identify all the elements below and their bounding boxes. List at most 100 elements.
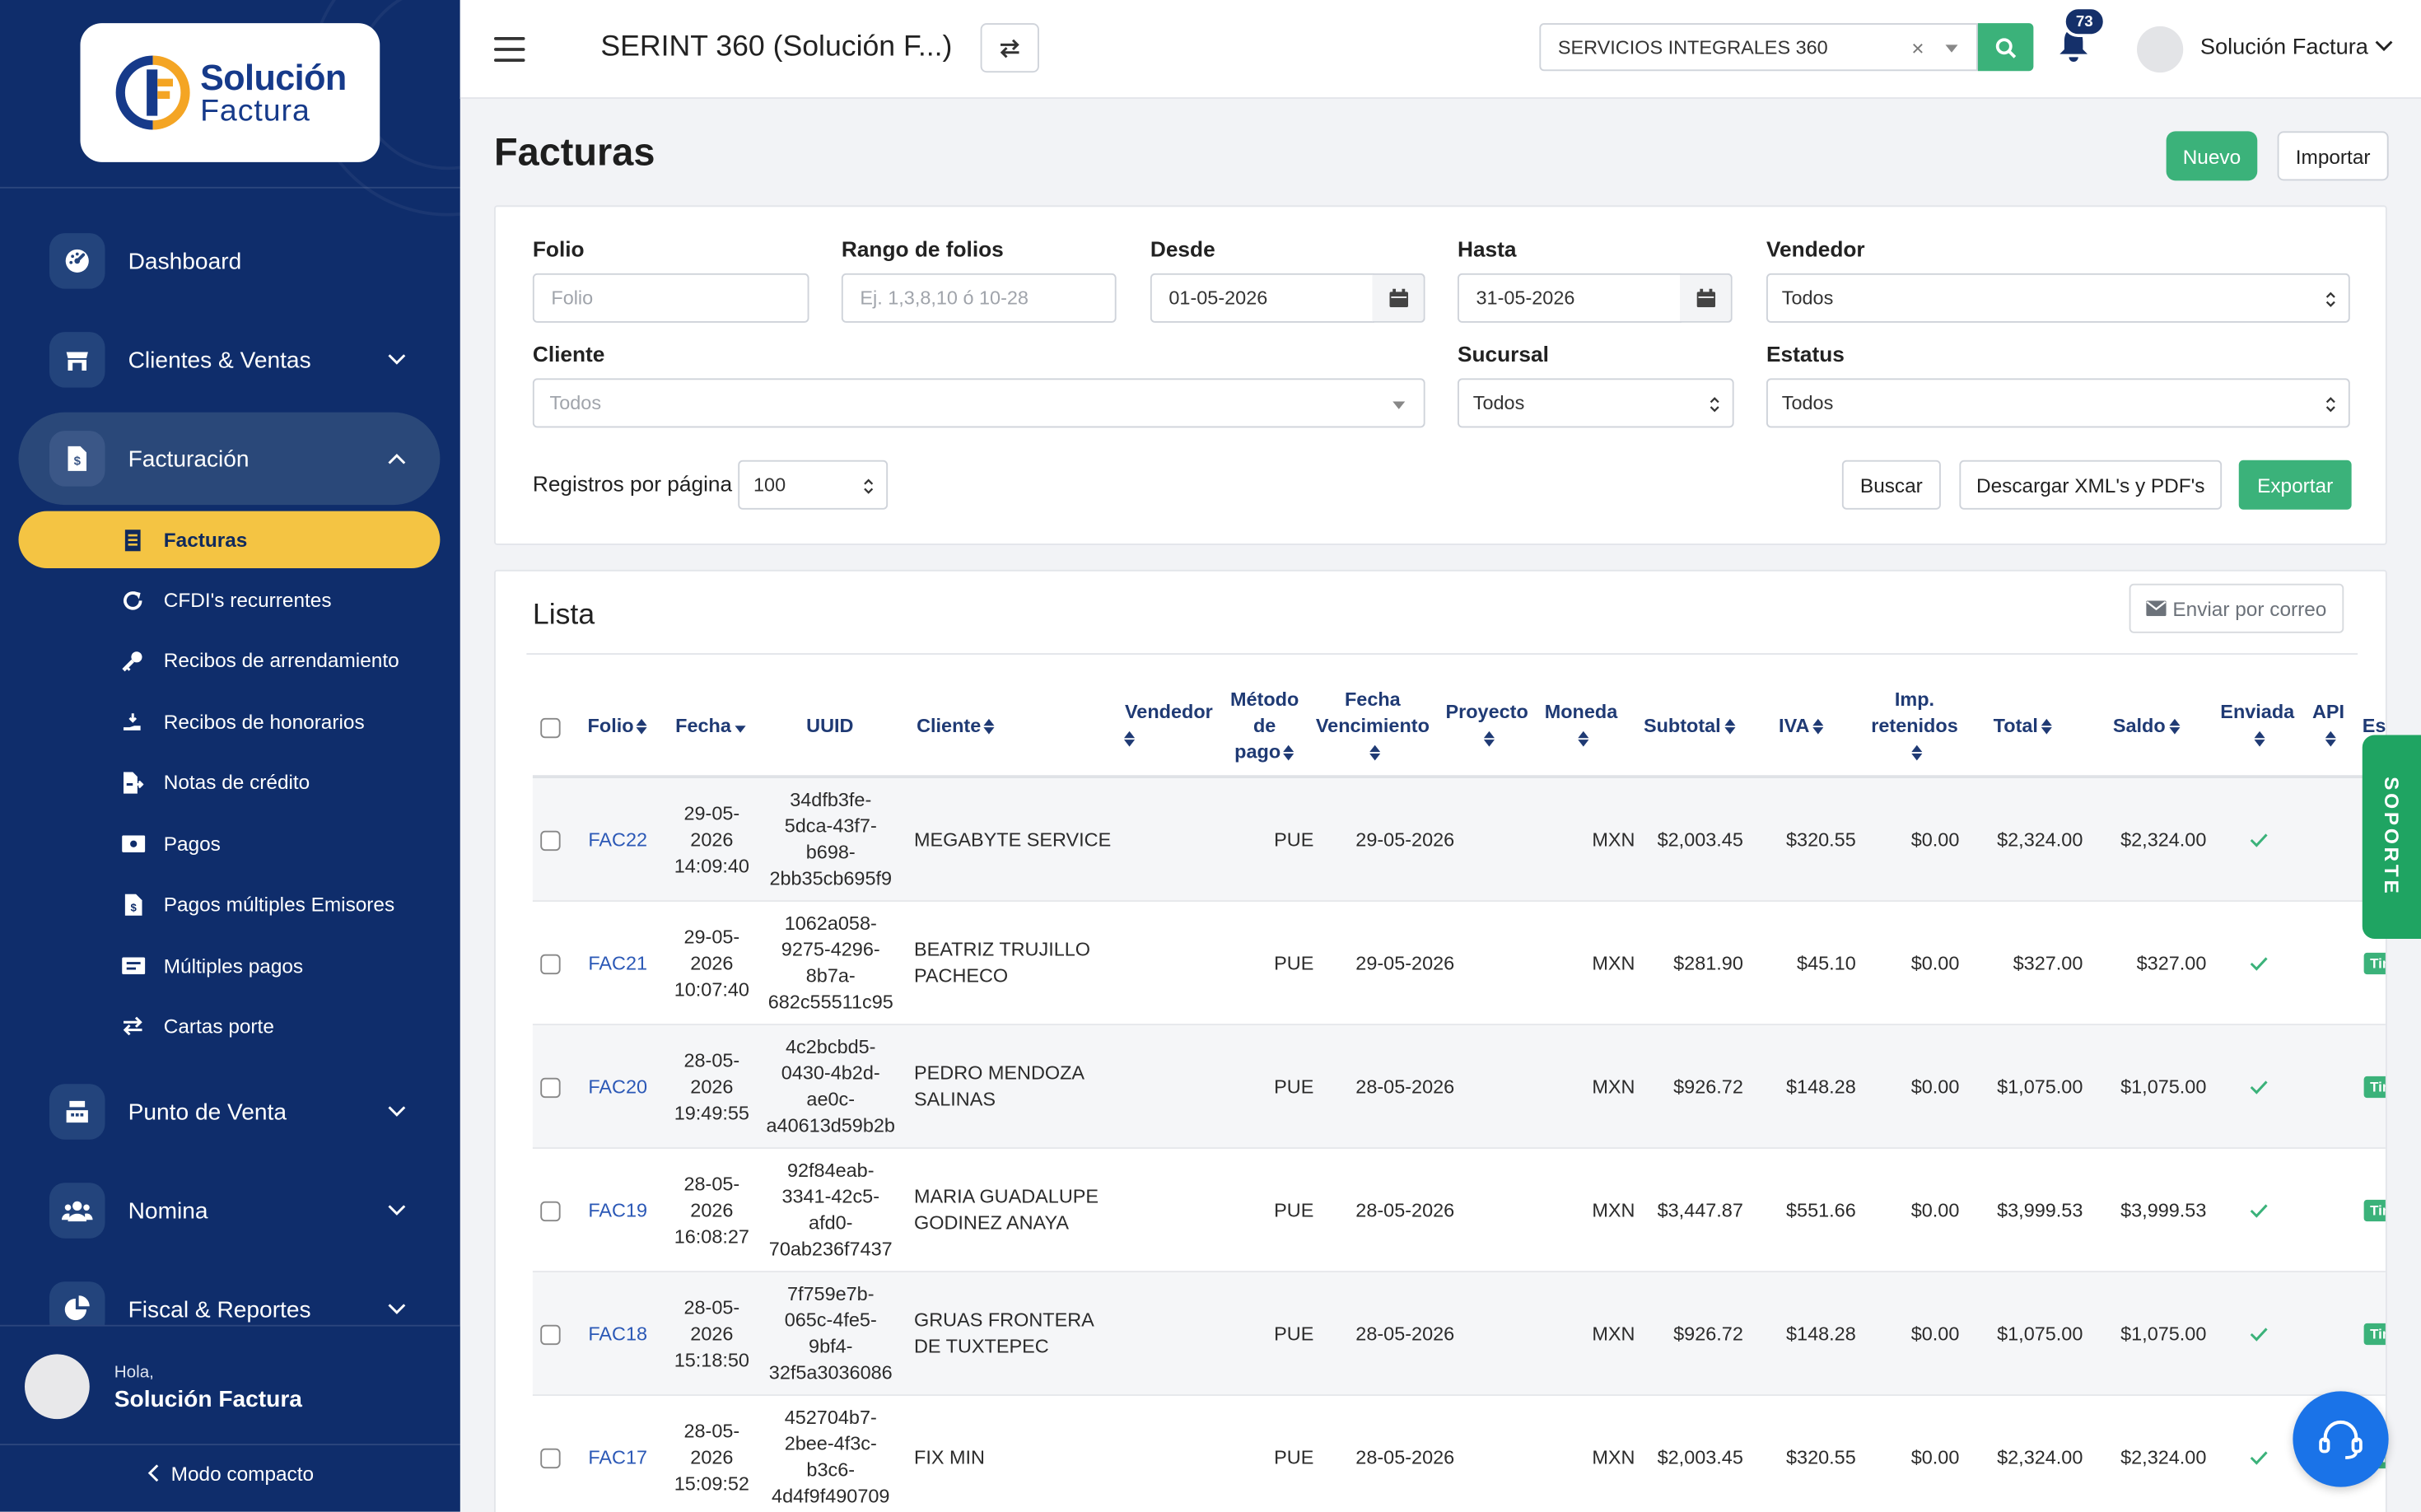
column-header-estatus[interactable]: Estatus: [2362, 715, 2386, 737]
support-tab[interactable]: SOPORTE: [2362, 735, 2421, 939]
table-row[interactable]: FAC20 28-05- 2026 19:49:55 4c2bcbd5- 0430-4b2…: [532, 1025, 2386, 1149]
sidebar-item-facturacion[interactable]: $ Facturación: [18, 412, 441, 506]
sort-icon: [1910, 745, 1922, 761]
sidebar-subitem-recibos-honorarios[interactable]: Recibos de honorarios: [19, 693, 441, 750]
currency-text: MXN: [1592, 1445, 1635, 1468]
import-button[interactable]: Importar: [2277, 131, 2389, 181]
column-header-folio[interactable]: Folio: [585, 713, 651, 740]
invoice-uuid-text: 2bee-4f3c-: [784, 1433, 877, 1455]
row-checkbox[interactable]: [540, 954, 561, 975]
column-header-enviada[interactable]: Enviada: [2214, 699, 2301, 752]
invoice-folio-link[interactable]: FAC18: [588, 1321, 665, 1347]
sidebar-subitem-pagos[interactable]: Pagos: [19, 815, 441, 872]
user-menu[interactable]: Solución Factura: [2199, 35, 2368, 61]
sidebar-subitem-recibos-arrendamiento[interactable]: Recibos de arrendamiento: [19, 632, 441, 688]
sidebar-subitem-pagos-multiples-emisores[interactable]: $ Pagos múltiples Emisores: [19, 875, 441, 932]
search-filters-button[interactable]: Buscar: [1841, 460, 1941, 510]
new-invoice-button[interactable]: Nuevo: [2166, 131, 2258, 181]
column-header-vendedor[interactable]: Vendedor: [1121, 699, 1216, 752]
sidebar-item-punto-venta[interactable]: Punto de Venta: [19, 1066, 441, 1159]
column-header-uuid: UUID: [806, 715, 854, 737]
compact-mode-toggle[interactable]: Modo compacto: [0, 1463, 460, 1486]
date-to-input[interactable]: 31-05-2026: [1458, 273, 1682, 323]
money-bill-icon: [120, 832, 145, 856]
row-checkbox[interactable]: [540, 1201, 561, 1222]
select-all-checkbox[interactable]: [540, 717, 561, 739]
column-header-saldo[interactable]: Saldo: [2106, 713, 2187, 740]
column-header-metodo-pago[interactable]: Método de pago: [1229, 688, 1299, 763]
seller-select[interactable]: Todos: [1766, 273, 2350, 323]
sidebar-item-clientes-ventas[interactable]: Clientes & Ventas: [19, 314, 441, 407]
column-header-vencimiento[interactable]: Fecha Vencimiento: [1311, 687, 1434, 766]
column-header-subtotal[interactable]: Subtotal: [1635, 713, 1743, 740]
table-row[interactable]: FAC22 29-05- 2026 14:09:40 34dfb3fe- 5dca-43f…: [532, 778, 2386, 902]
date-to-calendar-button[interactable]: [1680, 273, 1733, 323]
sidebar-subitem-notas-credito[interactable]: Notas de crédito: [19, 754, 441, 810]
download-xml-pdf-button[interactable]: Descargar XML's y PDF's: [1959, 460, 2223, 510]
row-checkbox[interactable]: [540, 830, 561, 852]
folio-input[interactable]: Folio: [532, 273, 809, 323]
invoice-date-text: 29-05-: [683, 802, 740, 824]
row-checkbox[interactable]: [540, 1448, 561, 1469]
column-header-api[interactable]: API: [2302, 699, 2355, 752]
avatar[interactable]: [25, 1354, 90, 1420]
sidebar-subitem-facturas[interactable]: Facturas: [18, 511, 441, 568]
folio-range-label: Rango de folios: [841, 236, 1004, 261]
withheld-taxes: $0.00: [1876, 827, 1960, 853]
per-page-select[interactable]: 100: [738, 460, 889, 510]
hamburger-menu-icon[interactable]: [494, 37, 525, 62]
date-from-calendar-button[interactable]: [1372, 273, 1425, 323]
balance: $1,075.00: [2092, 1321, 2206, 1347]
export-button[interactable]: Exportar: [2238, 460, 2352, 510]
user-greeting: Hola,: [114, 1363, 154, 1383]
status-select[interactable]: Todos: [1766, 378, 2350, 428]
chevron-down-icon[interactable]: [2375, 40, 2394, 53]
date-to-label: Hasta: [1458, 236, 1517, 261]
sent-check-icon: [2250, 1080, 2268, 1094]
column-header-fecha[interactable]: Fecha: [670, 713, 751, 740]
switch-company-button[interactable]: [980, 23, 1039, 73]
send-email-button[interactable]: Enviar por correo: [2129, 583, 2344, 633]
row-checkbox[interactable]: [540, 1077, 561, 1099]
date-from-input[interactable]: 01-05-2026: [1150, 273, 1374, 323]
withheld-taxes-text: $0.00: [1910, 828, 1960, 851]
invoice-folio-link[interactable]: FAC22: [588, 827, 665, 853]
subtotal: $281.90: [1637, 950, 1743, 977]
invoice-folio-link[interactable]: FAC17: [588, 1444, 665, 1471]
invoice-folio-link[interactable]: FAC19: [588, 1197, 665, 1224]
table-row[interactable]: FAC19 28-05- 2026 16:08:27 92f84eab- 3341-42c…: [532, 1149, 2386, 1272]
clear-icon[interactable]: ×: [1911, 35, 1924, 61]
sidebar-subitem-multiples-pagos[interactable]: Múltiples pagos: [19, 937, 441, 994]
sidebar-subitem-label: Pagos múltiples Emisores: [163, 892, 395, 916]
sidebar-item-nomina[interactable]: Nomina: [19, 1164, 441, 1258]
column-header-moneda[interactable]: Moneda: [1538, 699, 1625, 752]
sidebar-subitem-cfdis-recurrentes[interactable]: CFDI's recurrentes: [19, 572, 441, 628]
column-header-proyecto[interactable]: Proyecto: [1440, 699, 1533, 752]
sort-icon: [2253, 731, 2265, 747]
column-header-cliente[interactable]: Cliente: [912, 713, 999, 740]
column-header-iva[interactable]: IVA: [1766, 713, 1836, 740]
payment-method: PUE: [1251, 827, 1337, 853]
company-select[interactable]: SERVICIOS INTEGRALES 360 ×: [1539, 23, 1978, 72]
row-checkbox[interactable]: [540, 1324, 561, 1346]
column-header-impuestos-retenidos[interactable]: Imp. retenidos: [1862, 687, 1967, 766]
avatar[interactable]: [2137, 26, 2184, 73]
due-date-text: 29-05-2026: [1355, 828, 1455, 851]
invoice-folio-link[interactable]: FAC21: [588, 950, 665, 977]
client-select[interactable]: Todos: [532, 378, 1425, 428]
app-logo[interactable]: Solución Factura: [80, 23, 380, 162]
search-button[interactable]: [1977, 23, 2034, 72]
total: $1,075.00: [1969, 1074, 2083, 1100]
chevron-left-icon: [147, 1464, 158, 1482]
table-row[interactable]: FAC17 28-05- 2026 15:09:52 452704b7- 2bee-4f3…: [533, 1396, 2386, 1512]
invoice-folio-link[interactable]: FAC20: [588, 1074, 665, 1100]
branch-select[interactable]: Todos: [1458, 378, 1734, 428]
table-row[interactable]: FAC21 29-05- 2026 10:07:40 1062a058- 9275-429…: [532, 902, 2386, 1025]
sort-icon: [1369, 745, 1380, 761]
chat-support-button[interactable]: [2293, 1391, 2389, 1487]
folio-range-input[interactable]: Ej. 1,3,8,10 ó 10-28: [841, 273, 1117, 323]
sidebar-item-dashboard[interactable]: Dashboard: [19, 215, 441, 308]
table-row[interactable]: FAC18 28-05- 2026 15:18:50 7f759e7b- 065c-4fe…: [532, 1272, 2386, 1396]
column-header-total[interactable]: Total: [1984, 713, 2061, 740]
sidebar-subitem-cartas-porte[interactable]: Cartas porte: [19, 997, 441, 1054]
